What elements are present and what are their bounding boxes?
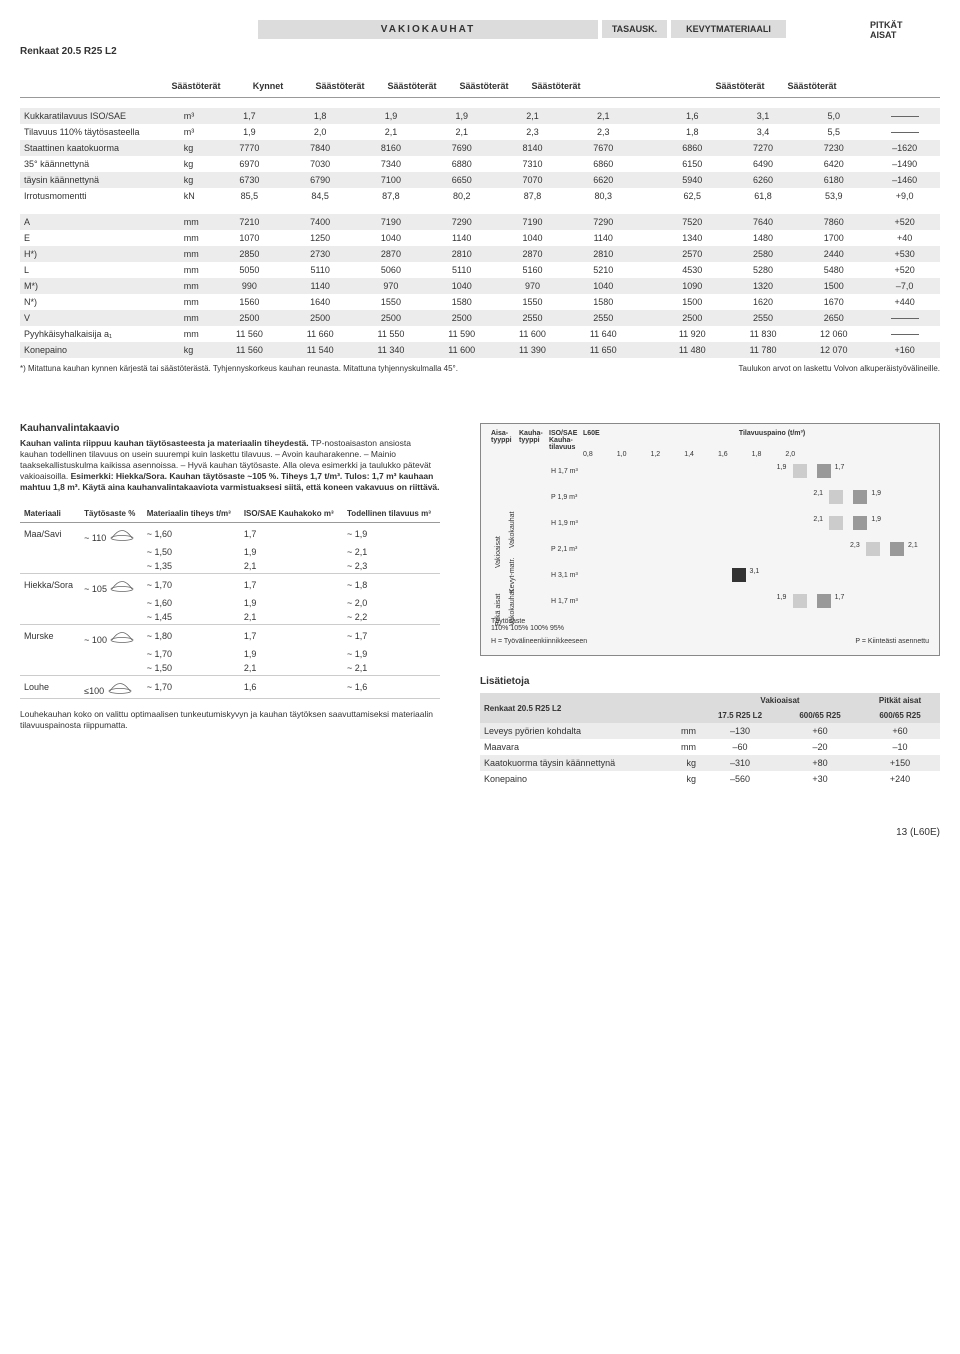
chart-row: P 2,1 m³2,32,1 bbox=[491, 536, 929, 562]
extra-title: Lisätietoja bbox=[480, 676, 940, 687]
footnote-left: *) Mitattuna kauhan kynnen kärjestä tai … bbox=[20, 364, 458, 373]
material-row: ~ 1,502,1~ 2,1 bbox=[20, 661, 440, 676]
extra-row: Konepaino kg–560+30+240 bbox=[480, 771, 940, 787]
spec-row: Konepainokg11 56011 54011 34011 60011 39… bbox=[20, 342, 940, 358]
footnote-right: Taulukon arvot on laskettu Volvon alkupe… bbox=[739, 364, 940, 373]
spec-row: Kukkaratilavuus ISO/SAEm³1,71,81,91,92,1… bbox=[20, 108, 940, 124]
extra-row: Leveys pyörien kohdalta mm–130+60+60 bbox=[480, 723, 940, 739]
material-row: ~ 1,452,1~ 2,2 bbox=[20, 610, 440, 625]
spec-row: Staattinen kaatokuormakg7770784081607690… bbox=[20, 140, 940, 156]
extra-table: Renkaat 20.5 R25 L2VakioaisatPitkät aisa… bbox=[480, 693, 940, 787]
header-vakiokauhat: VAKIOKAUHAT bbox=[258, 20, 598, 39]
column-headers: SäästöterätKynnetSäästöterätSäästöterätS… bbox=[20, 81, 940, 91]
kauhan-title: Kauhanvalintakaavio bbox=[20, 423, 440, 434]
renkaat-label: Renkaat 20.5 R25 L2 bbox=[20, 46, 940, 57]
material-row: Murske~ 100 ~ 1,801,7~ 1,7 bbox=[20, 625, 440, 648]
legend-p: P = Kiinteästi asennettu bbox=[855, 638, 929, 645]
spec-row: IrrotusmomenttikN85,584,587,880,287,880,… bbox=[20, 188, 940, 204]
spec-row: täysin käännettynäkg67306790710066507070… bbox=[20, 172, 940, 188]
material-row: Hiekka/Sora~ 105 ~ 1,701,7~ 1,8 bbox=[20, 574, 440, 597]
spec-row: Vmm250025002500250025502550250025502650 bbox=[20, 310, 940, 326]
extra-row: Maavara mm–60–20–10 bbox=[480, 739, 940, 755]
material-row: ~ 1,501,9~ 2,1 bbox=[20, 545, 440, 559]
material-row: ~ 1,701,9~ 1,9 bbox=[20, 647, 440, 661]
page-number: 13 (L60E) bbox=[20, 827, 940, 838]
material-row: Maa/Savi~ 110 ~ 1,601,7~ 1,9 bbox=[20, 523, 440, 546]
chart-row: H 1,7 m³1,91,7 bbox=[491, 458, 929, 484]
chart-row: H 1,7 m³1,91,7 bbox=[491, 588, 929, 614]
header-row: VAKIOKAUHAT TASAUSK. KEVYTMATERIAALI PIT… bbox=[20, 20, 940, 40]
spec-row: H*)mm28502730287028102870281025702580244… bbox=[20, 246, 940, 262]
density-chart: Aisa-tyyppi Kauha-tyyppi ISO/SAE Kauha-t… bbox=[480, 423, 940, 656]
bottom-note: Louhekauhan koko on valittu optimaalisen… bbox=[20, 709, 440, 731]
header-pitkat: PITKÄTAISAT bbox=[870, 20, 940, 40]
chart-row: P 1,9 m³2,11,9 bbox=[491, 484, 929, 510]
spec-row: M*)mm990114097010409701040109013201500–7… bbox=[20, 278, 940, 294]
kauhan-paragraph: Kauhan valinta riippuu kauhan täytösaste… bbox=[20, 438, 440, 493]
header-tasausk: TASAUSK. bbox=[602, 20, 667, 38]
material-row: ~ 1,601,9~ 2,0 bbox=[20, 596, 440, 610]
footnote-row: *) Mitattuna kauhan kynnen kärjestä tai … bbox=[20, 358, 940, 373]
bucket-selection-panel: Kauhanvalintakaavio Kauhan valinta riipp… bbox=[20, 423, 440, 787]
spec-row: 35° käännettynäkg69707030734068807310686… bbox=[20, 156, 940, 172]
legend-h: H = Työvälineenkiinnikkeeseen bbox=[491, 638, 587, 645]
spec-table: Kukkaratilavuus ISO/SAEm³1,71,81,91,92,1… bbox=[20, 108, 940, 358]
spec-row: Pyyhkäisyhalkaisija a₁mm11 56011 66011 5… bbox=[20, 326, 940, 342]
header-kevyt: KEVYTMATERIAALI bbox=[671, 20, 786, 38]
chart-row: H 3,1 m³3,1 bbox=[491, 562, 929, 588]
material-row: ~ 1,352,1~ 2,3 bbox=[20, 559, 440, 574]
spec-row: Emm107012501040114010401140134014801700+… bbox=[20, 230, 940, 246]
material-row: Louhe≤100 ~ 1,701,6~ 1,6 bbox=[20, 676, 440, 699]
spec-row: Tilavuus 110% täytösasteellam³1,92,02,12… bbox=[20, 124, 940, 140]
spec-row: N*)mm15601640155015801550158015001620167… bbox=[20, 294, 940, 310]
spec-row: Lmm505051105060511051605210453052805480+… bbox=[20, 262, 940, 278]
extra-info: Lisätietoja Renkaat 20.5 R25 L2Vakioaisa… bbox=[480, 676, 940, 787]
material-table: MateriaaliTäytösaste %Materiaalin tiheys… bbox=[20, 505, 440, 699]
extra-row: Kaatokuorma täysin käännettynä kg–310+80… bbox=[480, 755, 940, 771]
spec-row: Amm721074007190729071907290752076407860+… bbox=[20, 214, 940, 230]
chart-row: H 1,9 m³2,11,9 bbox=[491, 510, 929, 536]
